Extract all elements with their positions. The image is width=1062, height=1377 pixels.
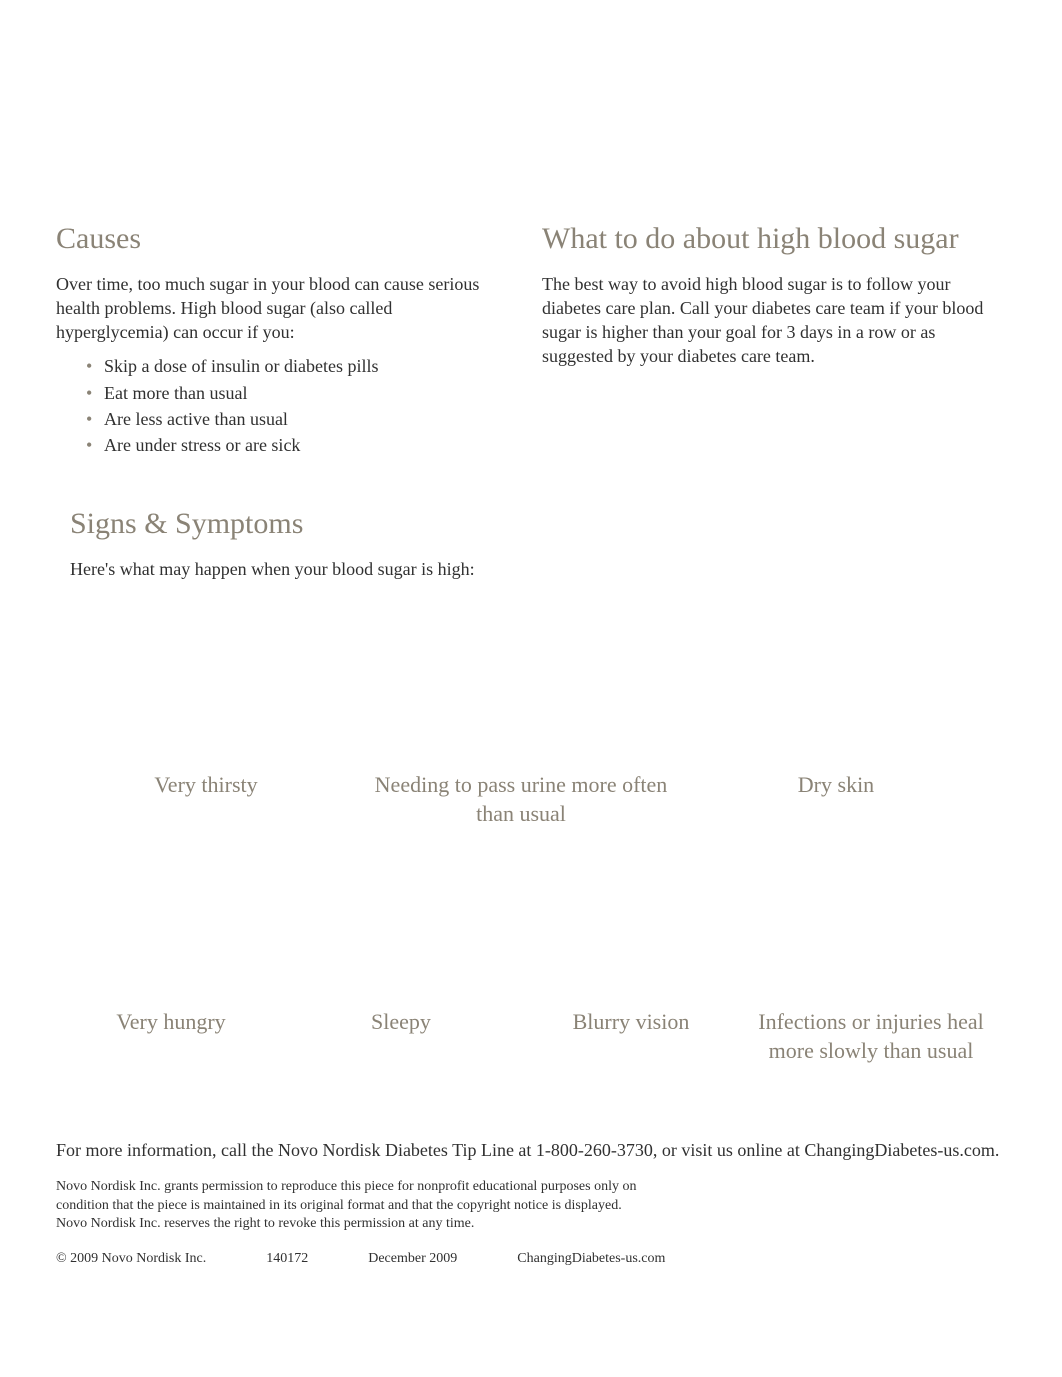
more-info-text: For more information, call the Novo Nord…	[56, 1138, 1006, 1162]
symptom-label-urine: Needing to pass urine more often than us…	[356, 771, 686, 828]
symptom-label-thirsty: Very thirsty	[56, 771, 356, 800]
symptoms-row-1: Very thirsty Needing to pass urine more …	[56, 771, 1006, 828]
causes-bullet-list: Skip a dose of insulin or diabetes pills…	[86, 354, 496, 458]
symptom-label-infections: Infections or injuries heal more slowly …	[746, 1008, 996, 1065]
footer-line: © 2009 Novo Nordisk Inc. 140172 December…	[56, 1251, 1006, 1267]
symptom-item: Infections or injuries heal more slowly …	[746, 1008, 996, 1065]
causes-intro: Over time, too much sugar in your blood …	[56, 272, 496, 345]
footer-code: 140172	[266, 1251, 308, 1267]
symptom-item: Blurry vision	[516, 1008, 746, 1065]
two-column-layout: Causes Over time, too much sugar in your…	[56, 220, 1006, 459]
left-column: Causes Over time, too much sugar in your…	[56, 220, 496, 459]
symptom-item: Needing to pass urine more often than us…	[356, 771, 686, 828]
copyright-text: © 2009 Novo Nordisk Inc.	[56, 1251, 206, 1267]
causes-bullet: Are under stress or are sick	[86, 433, 496, 458]
signs-section: Signs & Symptoms Here's what may happen …	[56, 505, 1006, 581]
footer-date: December 2009	[368, 1251, 457, 1267]
symptom-label-hungry: Very hungry	[56, 1008, 286, 1037]
causes-bullet: Eat more than usual	[86, 381, 496, 406]
symptoms-row-2: Very hungry Sleepy Blurry vision Infecti…	[56, 1008, 1006, 1065]
symptom-label-sleepy: Sleepy	[286, 1008, 516, 1037]
footer-url: ChangingDiabetes-us.com	[517, 1251, 665, 1267]
causes-bullet: Are less active than usual	[86, 407, 496, 432]
footer: For more information, call the Novo Nord…	[56, 1138, 1006, 1267]
causes-heading: Causes	[56, 220, 496, 258]
legal-text: Novo Nordisk Inc. grants permission to r…	[56, 1178, 656, 1233]
symptom-item: Dry skin	[686, 771, 986, 828]
what-to-do-heading: What to do about high blood sugar	[542, 220, 1006, 258]
causes-bullet: Skip a dose of insulin or diabetes pills	[86, 354, 496, 379]
symptom-label-dry-skin: Dry skin	[686, 771, 986, 800]
signs-heading: Signs & Symptoms	[70, 505, 1006, 543]
right-column: What to do about high blood sugar The be…	[542, 220, 1006, 459]
symptom-label-blurry: Blurry vision	[516, 1008, 746, 1037]
signs-intro: Here's what may happen when your blood s…	[70, 557, 1006, 581]
what-to-do-body: The best way to avoid high blood sugar i…	[542, 272, 1006, 369]
symptom-item: Sleepy	[286, 1008, 516, 1065]
symptom-item: Very hungry	[56, 1008, 286, 1065]
symptom-item: Very thirsty	[56, 771, 356, 828]
page-container: Causes Over time, too much sugar in your…	[0, 0, 1062, 1105]
